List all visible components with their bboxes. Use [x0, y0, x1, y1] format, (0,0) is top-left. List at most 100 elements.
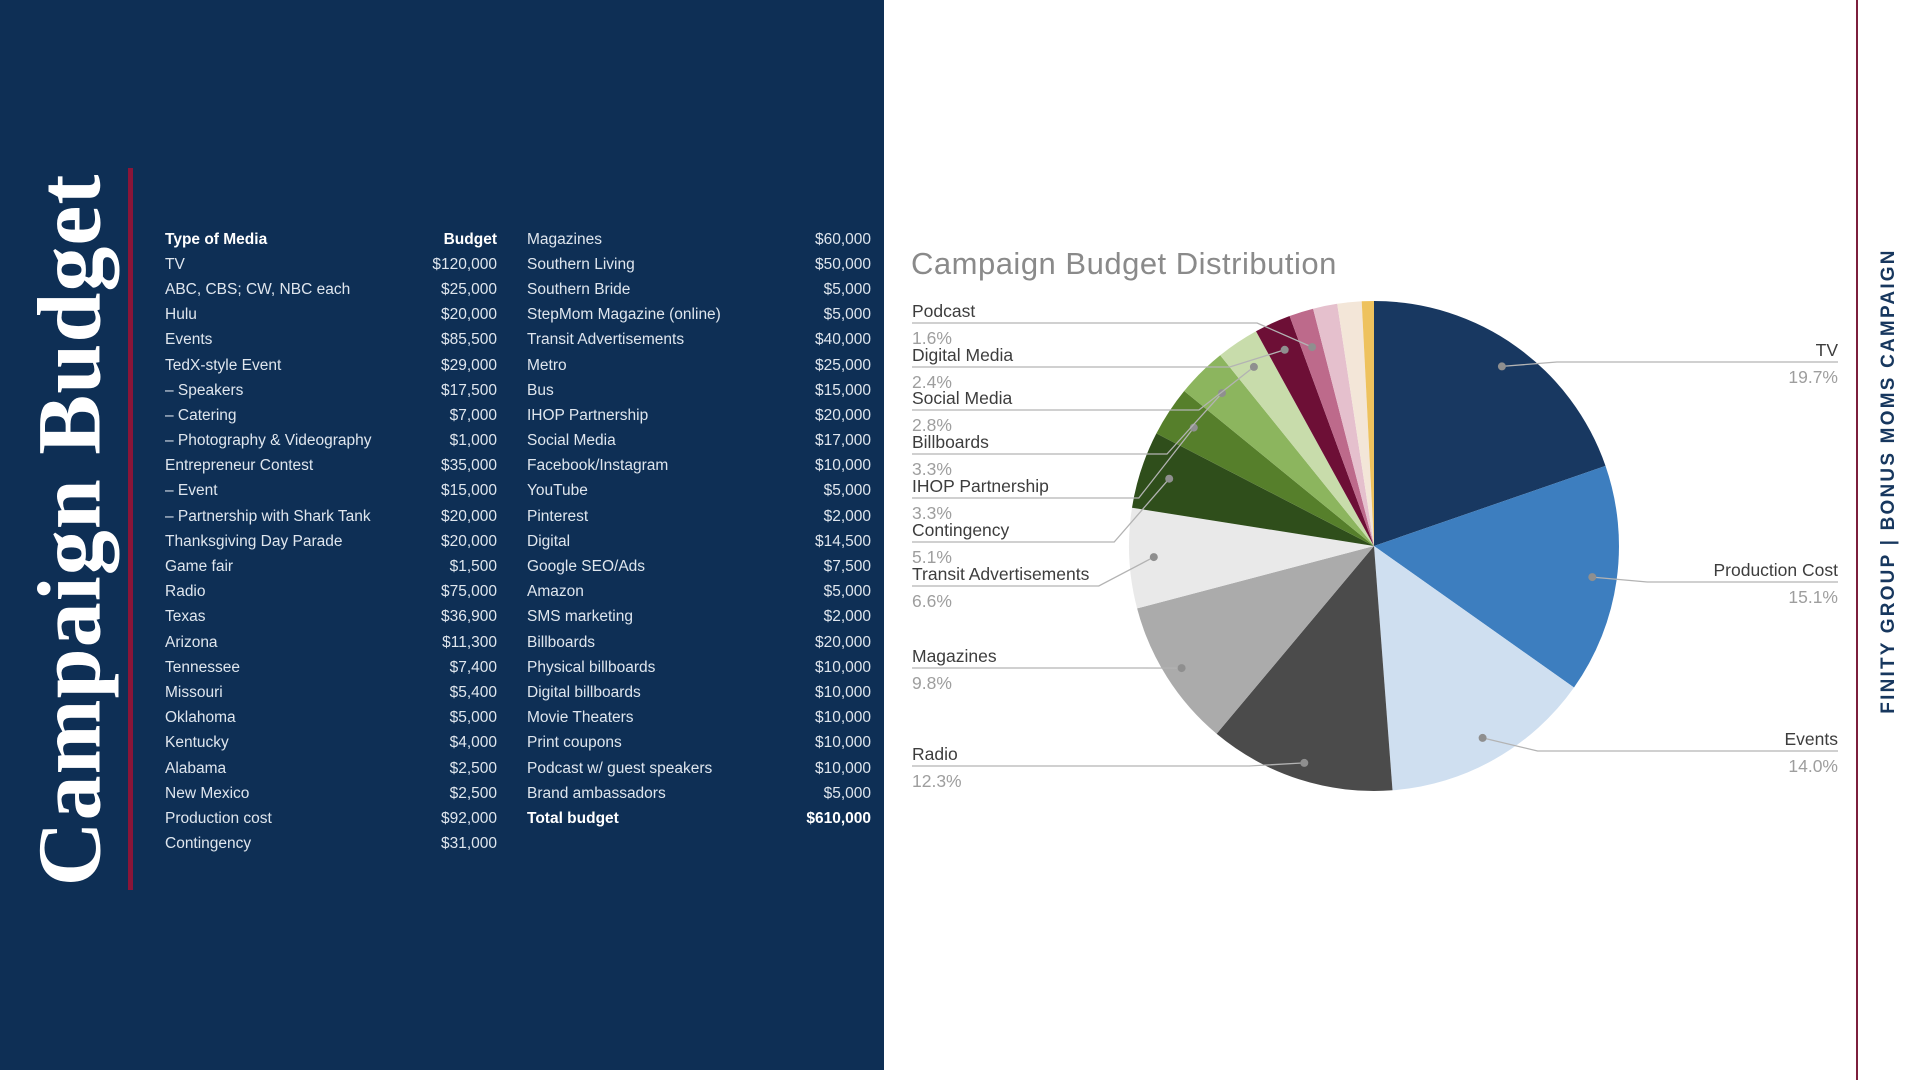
row-value: $2,500 [449, 759, 497, 777]
slice-label-tv: TV [1816, 340, 1839, 360]
table-row: ABC, CBS; CW, NBC each $25,000 [165, 277, 497, 302]
pie-slice-contingency [1132, 433, 1374, 546]
row-value: $5,000 [823, 482, 871, 500]
slice-label-events: Events [1785, 729, 1839, 749]
row-label: Tennessee [165, 658, 240, 676]
table-row: Digital billboards $10,000 [527, 680, 871, 705]
row-value: $10,000 [814, 683, 871, 701]
row-label: Physical billboards [527, 658, 656, 676]
row-value: $7,400 [449, 658, 497, 676]
slice-percent-transit-advertisements: 6.6% [912, 591, 952, 611]
row-value: $20,000 [440, 532, 497, 550]
row-label: Arizona [165, 633, 218, 651]
row-label: Movie Theaters [527, 709, 634, 727]
row-value: $7,000 [449, 406, 497, 424]
row-value: $10,000 [814, 709, 871, 727]
row-label: Thanksgiving Day Parade [165, 532, 343, 550]
leader-dot [1177, 664, 1186, 673]
table-row: Oklahoma $5,000 [165, 706, 497, 731]
pie-slice-podcast [1289, 308, 1374, 546]
table-row: – Photography & Videography $1,000 [165, 429, 497, 454]
table-row: – Partnership with Shark Tank $20,000 [165, 504, 497, 529]
table-row: Facebook/Instagram $10,000 [527, 454, 871, 479]
row-label: Billboards [527, 633, 596, 651]
slice-percent-events: 14.0% [1788, 756, 1838, 776]
slice-percent-podcast: 1.6% [912, 328, 952, 348]
row-value: $20,000 [814, 633, 871, 651]
row-label: SMS marketing [527, 608, 633, 626]
pie-slice-production-cost [1374, 465, 1619, 688]
row-value: $2,500 [449, 784, 497, 802]
row-label: IHOP Partnership [527, 406, 649, 424]
label-leader-line [912, 349, 1285, 368]
row-label: Game fair [165, 558, 234, 576]
label-leader-line [912, 762, 1305, 767]
table-row: Southern Living $50,000 [527, 252, 871, 277]
table-row: Thanksgiving Day Parade $20,000 [165, 529, 497, 554]
table-row: Digital $14,500 [527, 529, 871, 554]
row-value: $75,000 [440, 583, 497, 601]
table-row: SMS marketing $2,000 [527, 605, 871, 630]
slice-label-magazines: Magazines [912, 646, 997, 666]
label-leader-line [912, 556, 1155, 587]
row-label: Missouri [165, 683, 223, 701]
table-row: Print coupons $10,000 [527, 731, 871, 756]
row-label: Metro [527, 356, 567, 374]
row-label: Print coupons [527, 734, 622, 752]
pie-slice-billboards [1184, 355, 1374, 546]
label-leader-line [912, 366, 1255, 411]
table-row: TedX-style Event $29,000 [165, 353, 497, 378]
row-value: $40,000 [814, 331, 871, 349]
slice-percent-billboards: 3.3% [912, 459, 952, 479]
chart-title: Campaign Budget Distribution [911, 246, 1337, 281]
table-row: Radio $75,000 [165, 580, 497, 605]
table-row: Events $85,500 [165, 328, 497, 353]
table-row: Texas $36,900 [165, 605, 497, 630]
table-row: Amazon $5,000 [527, 580, 871, 605]
slice-label-digital-media: Digital Media [912, 345, 1013, 365]
slice-percent-production-cost: 15.1% [1788, 587, 1838, 607]
row-value: $60,000 [814, 230, 871, 248]
slice-label-production-cost: Production Cost [1713, 560, 1838, 580]
slice-label-contingency: Contingency [912, 520, 1010, 540]
slice-percent-magazines: 9.8% [912, 673, 952, 693]
pie-slice-social-media [1220, 331, 1374, 546]
row-label: StepMom Magazine (online) [527, 306, 721, 324]
slice-label-ihop-partnership: IHOP Partnership [912, 476, 1049, 496]
pie-slice [1361, 300, 1374, 546]
right-edge-rule [1856, 0, 1858, 1080]
leader-dot [1280, 345, 1289, 354]
row-value: $25,000 [440, 280, 497, 298]
row-value: $5,400 [449, 683, 497, 701]
label-leader-line [1501, 361, 1838, 368]
table-row: TV $120,000 [165, 252, 497, 277]
row-value: $120,000 [432, 255, 497, 273]
row-value: $92,000 [440, 809, 497, 827]
row-value: $2,000 [823, 507, 871, 525]
table-row: Contingency $31,000 [165, 832, 497, 857]
label-leader-line [912, 427, 1195, 499]
row-label: ABC, CBS; CW, NBC each [165, 280, 351, 298]
table-row: YouTube $5,000 [527, 479, 871, 504]
table-row: Movie Theaters $10,000 [527, 706, 871, 731]
row-value: $15,000 [440, 482, 497, 500]
row-label: Production cost [165, 809, 272, 827]
row-value: $20,000 [440, 507, 497, 525]
pie-slice [1337, 301, 1374, 546]
row-value: $25,000 [814, 356, 871, 374]
row-value: $14,500 [814, 532, 871, 550]
row-value: $10,000 [814, 658, 871, 676]
label-leader-line [1482, 737, 1838, 752]
leader-dot [1165, 474, 1174, 483]
row-label: Podcast w/ guest speakers [527, 759, 713, 777]
row-label: Texas [165, 608, 206, 626]
row-value: $17,500 [440, 381, 497, 399]
table-row: Transit Advertisements $40,000 [527, 328, 871, 353]
table-row: Tennessee $7,400 [165, 655, 497, 680]
table-row: Google SEO/Ads $7,500 [527, 554, 871, 579]
row-label: Oklahoma [165, 709, 236, 727]
row-value: $10,000 [814, 457, 871, 475]
table-row: Type of Media Budget [165, 227, 497, 252]
row-label: Alabama [165, 759, 227, 777]
